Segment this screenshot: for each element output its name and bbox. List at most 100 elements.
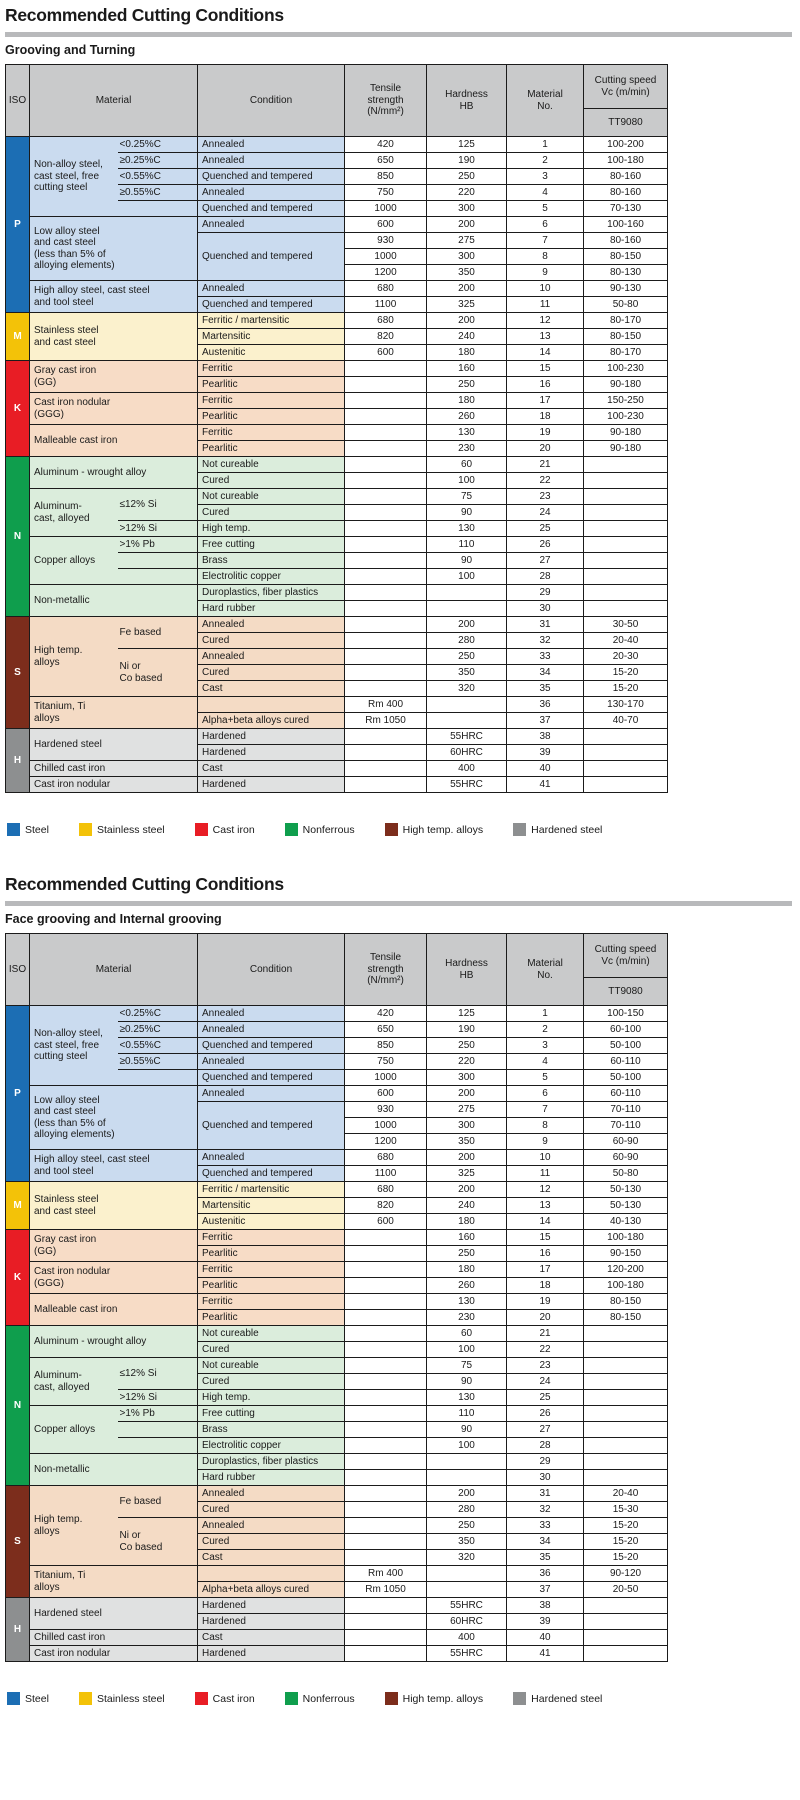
cutting-speed-cell: 60-90 [583,1149,669,1166]
legend-swatch [7,1692,20,1705]
tensile-strength-cell: 600 [344,344,428,361]
condition-cell [197,696,346,713]
material-subtype-cell: Ni or Co based [117,648,199,697]
hardness-cell [426,696,508,713]
hardness-cell: 280 [426,632,508,649]
material-no-cell: 24 [506,504,585,521]
material-subtype-cell: Fe based [117,1485,199,1518]
material-no-cell: 28 [506,1437,585,1454]
legend-swatch [7,823,20,836]
material-no-cell: 36 [506,1565,585,1582]
cutting-speed-cell: 50-100 [583,1037,669,1054]
material-cell: Gray cast iron (GG) [28,1229,199,1262]
hardness-cell: 60 [426,1325,508,1342]
hardness-cell: 275 [426,232,508,249]
table-row: Malleable cast iron Ferritic 130 19 80-150 [6,1293,669,1326]
cutting-speed-cell [583,1341,669,1358]
legend-item: Stainless steel [78,823,165,836]
cutting-speed-cell: 100-200 [583,136,669,153]
tensile-strength-cell: 1200 [344,1133,428,1150]
table-row: Cured 90 24 [6,1373,669,1390]
table-row: High alloy steel, cast steel and tool st… [6,1149,669,1182]
cutting-speed-cell: 80-160 [583,184,669,201]
tensile-strength-cell: Rm 400 [344,1565,428,1582]
legend-swatch [513,1692,527,1705]
tensile-strength-cell [344,1453,428,1470]
hardness-cell [426,600,508,617]
tensile-strength-cell: 1100 [344,296,428,313]
material-cell: Aluminum - wrought alloy [28,1325,199,1358]
hardness-cell: 320 [426,680,508,697]
condition-cell: Hardened [197,1597,346,1614]
tensile-strength-cell: 930 [344,1101,428,1118]
material-no-cell: 29 [506,1453,585,1470]
cutting-speed-cell: 70-130 [583,200,669,217]
condition-cell: Alpha+beta alloys cured [197,1581,346,1598]
hardness-cell: 240 [426,328,508,345]
hardness-cell: 350 [426,664,508,681]
table-row: Quenched and tempered 1100 325 11 50-80 [6,296,669,313]
table-row: M Stainless steel and cast steel Ferritic … [5,1181,669,1230]
material-cell: High temp. alloys [29,616,118,697]
tensile-strength-cell [344,1229,428,1246]
hardness-cell: 180 [426,344,508,361]
condition-cell: Annealed [197,152,346,169]
hardness-cell: 200 [426,1085,508,1102]
cutting-speed-cell: 15-20 [583,1517,669,1534]
iso-group-cell-k: K [5,1229,30,1326]
material-no-cell: 37 [506,712,585,729]
tensile-strength-cell [344,1501,428,1518]
table-row: Low alloy steel and cast steel (less tha… [6,216,669,281]
condition-cell: Free cutting [197,1405,346,1422]
condition-cell: Free cutting [197,536,346,553]
cutting-speed-cell [583,1597,669,1614]
table-row: H Hardened steel Hardened 55HRC 38 [5,728,669,793]
table-row: K Gray cast iron (GG) Ferritic 160 15 100-230 [5,360,669,457]
table-row: ≥0.25%C Annealed 650 190 2 60-100 [6,1021,669,1038]
tensile-strength-cell [344,1309,428,1326]
cutting-speed-cell [583,1645,669,1662]
cutting-speed-cell: 20-40 [583,632,669,649]
cutting-speed-cell: 90-180 [583,376,669,393]
cutting-speed-cell [583,584,669,601]
cutting-speed-cell [583,536,669,553]
iso-group-cell-m: M [5,1181,30,1230]
hardness-cell: 260 [426,408,508,425]
material-no-cell: 13 [506,1197,585,1214]
legend-swatch [384,823,398,836]
cutting-speed-cell [583,776,669,793]
tensile-strength-cell: 1000 [344,248,428,265]
condition-cell: Cast [197,1629,346,1646]
hardness-cell: 100 [426,472,508,489]
tensile-strength-cell [344,1549,428,1566]
material-no-cell: 11 [506,1165,585,1182]
cutting-speed-cell: 100-180 [583,1277,669,1294]
legend-item: Nonferrous [284,823,355,836]
iso-group-cell-m: M [5,312,30,361]
cutting-speed-cell [583,568,669,585]
hardness-cell: 250 [426,1037,508,1054]
material-no-cell: 20 [506,440,585,457]
hardness-cell: 190 [426,152,508,169]
tensile-strength-cell: 680 [344,280,428,297]
hardness-cell: 325 [426,296,508,313]
condition-cell: Hardened [197,728,346,745]
condition-cell: Ferritic [197,1293,346,1310]
legend-item: High temp. alloys [384,1692,484,1705]
material-no-cell: 19 [506,1293,585,1310]
condition-cell: Quenched and tempered [197,1165,346,1182]
condition-cell: Pearlitic [197,376,346,393]
table-row: Hardened 60HRC 39 [6,1613,669,1630]
tensile-strength-cell: 1000 [344,1069,428,1086]
material-no-cell: 5 [506,1069,585,1086]
material-no-cell: 35 [506,680,585,697]
tensile-strength-cell [344,664,428,681]
cutting-speed-cell [583,1629,669,1646]
column-header-grade-tt9080: TT9080 [583,108,669,137]
cutting-speed-cell: 90-180 [583,424,669,441]
cutting-speed-cell: 60-110 [583,1085,669,1102]
condition-cell: Ferritic [197,1261,346,1278]
table-row: Quenched and tempered 930 275 7 80-160 [6,232,669,281]
hardness-cell: 60 [426,456,508,473]
legend-label: High temp. alloys [402,1692,484,1705]
